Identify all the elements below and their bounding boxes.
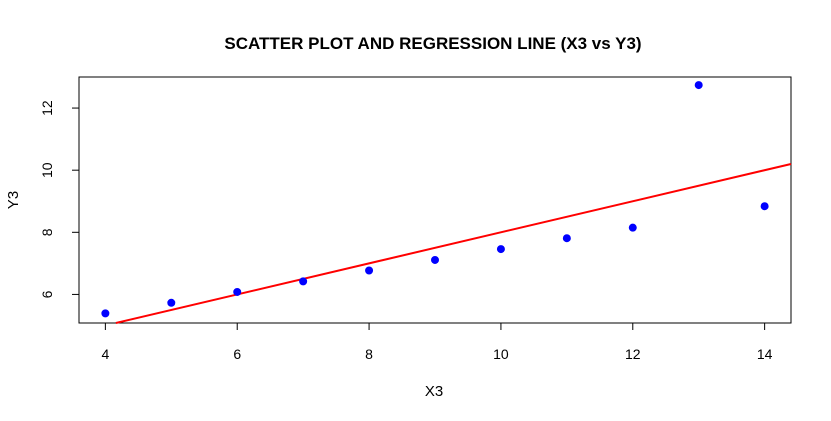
data-point bbox=[760, 202, 769, 211]
data-point bbox=[167, 298, 176, 307]
plot-area-frame bbox=[78, 76, 792, 324]
y-axis-label: Y3 bbox=[5, 191, 22, 209]
y-tick-label: 10 bbox=[39, 162, 55, 178]
y-tick-label: 12 bbox=[39, 100, 55, 116]
data-point bbox=[431, 255, 439, 264]
data-point bbox=[299, 277, 308, 286]
x-tick-label: 6 bbox=[233, 346, 241, 362]
data-point bbox=[628, 223, 637, 232]
x-axis-label: X3 bbox=[425, 383, 443, 400]
x-tick-label: 8 bbox=[365, 346, 373, 362]
y-axis: 6 8 10 12 bbox=[39, 100, 80, 298]
chart-title: SCATTER PLOT AND REGRESSION LINE (X3 vs … bbox=[224, 34, 641, 53]
x-tick-label: 10 bbox=[493, 346, 509, 362]
data-point bbox=[496, 245, 505, 254]
x-axis: 4 6 8 10 12 14 bbox=[101, 322, 773, 362]
data-point bbox=[101, 309, 110, 318]
data-point bbox=[233, 287, 242, 296]
data-point bbox=[694, 81, 703, 90]
y-tick-label: 6 bbox=[39, 290, 55, 298]
data-point bbox=[365, 266, 374, 275]
data-point bbox=[562, 234, 571, 243]
x-tick-label: 4 bbox=[101, 346, 109, 362]
y-tick-label: 8 bbox=[39, 228, 55, 236]
x-tick-label: 12 bbox=[625, 346, 641, 362]
x-tick-label: 14 bbox=[757, 346, 773, 362]
regression-layer bbox=[115, 162, 792, 324]
regression-line bbox=[115, 162, 792, 324]
points-layer bbox=[101, 81, 769, 318]
